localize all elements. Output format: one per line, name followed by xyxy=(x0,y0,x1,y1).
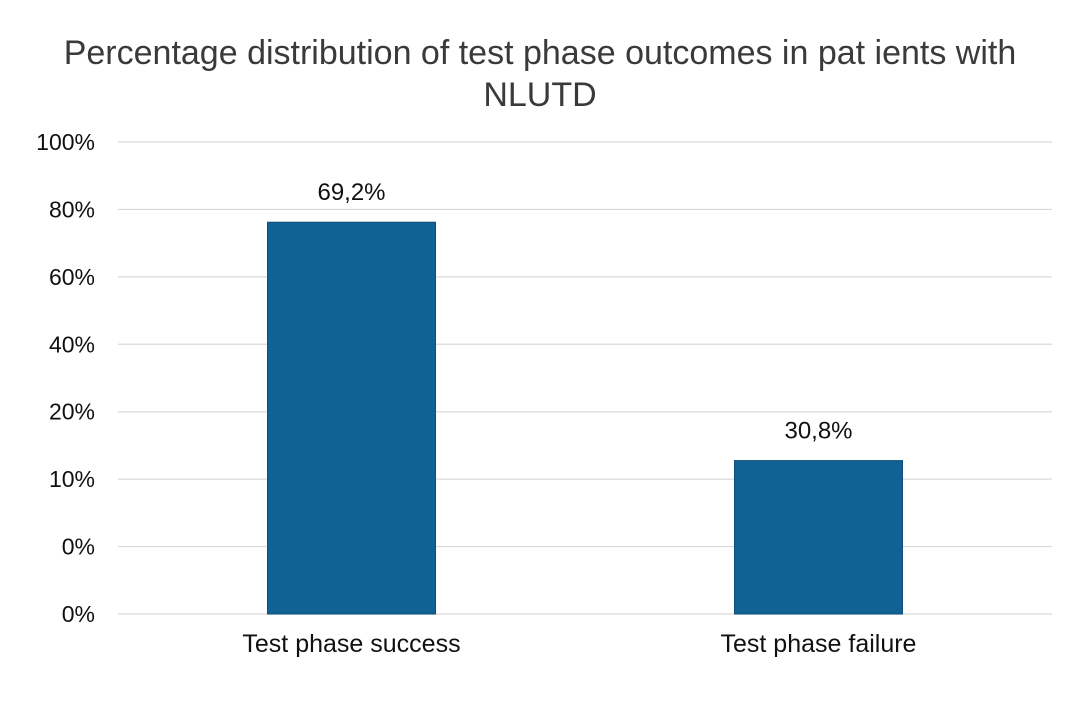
bar xyxy=(267,221,436,615)
y-tick-label: 20% xyxy=(49,399,95,425)
y-tick-label: 0% xyxy=(62,534,95,560)
y-tick-label: 80% xyxy=(49,196,95,222)
y-tick-label: 40% xyxy=(49,331,95,357)
y-tick-label: 10% xyxy=(49,466,95,492)
data-label: 30,8% xyxy=(784,418,852,445)
y-tick-label: 0% xyxy=(62,601,95,627)
category-label: Test phase failure xyxy=(721,630,917,658)
category-label: Test phase success xyxy=(242,630,460,658)
chart-title: Percentage distribution of test phase ou… xyxy=(63,34,1017,114)
y-tick-label: 60% xyxy=(49,264,95,290)
y-tick-label: 100% xyxy=(36,129,95,155)
data-label: 69,2% xyxy=(317,179,385,206)
bar xyxy=(734,460,903,615)
